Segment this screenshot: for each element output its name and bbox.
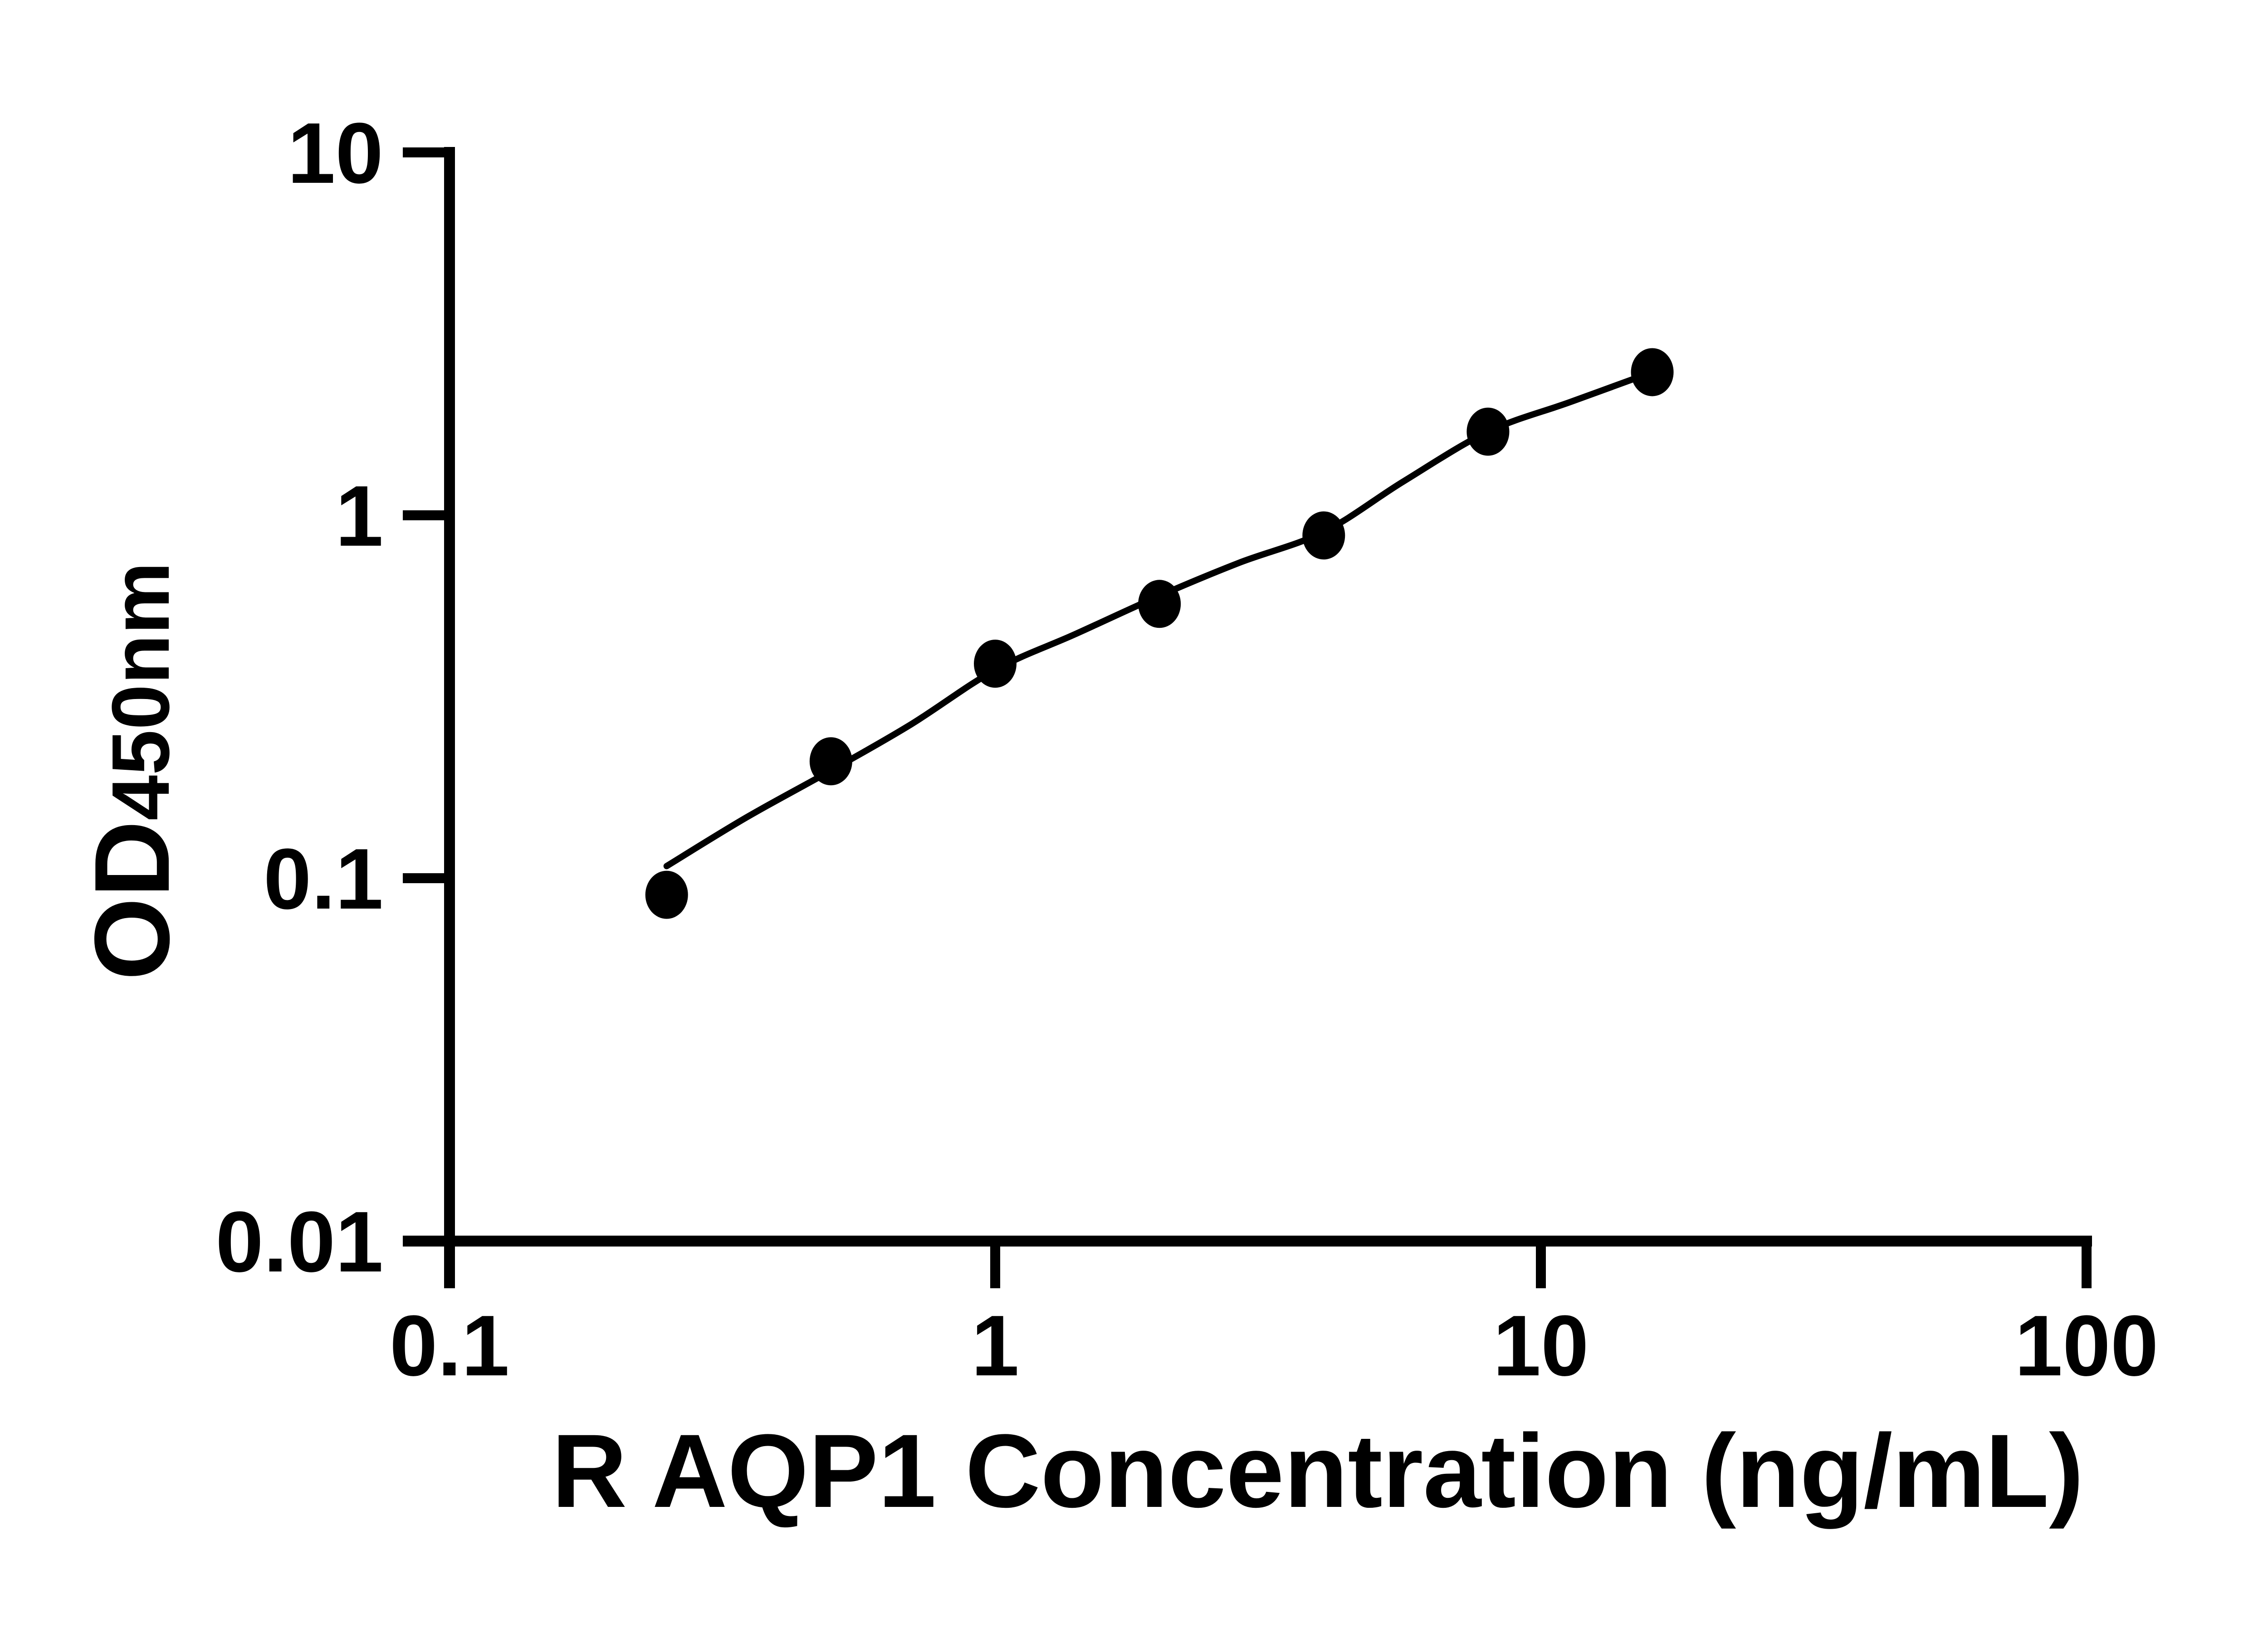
data-point	[1631, 348, 1674, 396]
data-point	[645, 870, 688, 919]
y-tick-label: 10	[288, 105, 383, 201]
x-axis-ticks: 0.1 1 10 100	[390, 1241, 2159, 1394]
data-point	[974, 640, 1017, 688]
x-tick-label: 100	[2014, 1298, 2158, 1394]
y-tick-label: 0.1	[264, 831, 383, 927]
y-tick-label: 1	[335, 468, 383, 564]
x-axis-title: R AQP1 Concentration (ng/mL)	[552, 1413, 2084, 1529]
y-axis-title: OD450nm	[72, 562, 191, 981]
axes	[403, 147, 2092, 1288]
y-axis-title-base: OD	[72, 821, 191, 981]
x-tick-label: 1	[971, 1298, 1019, 1394]
data-point	[1138, 580, 1181, 628]
data-point	[1302, 511, 1345, 560]
data-points	[645, 348, 1674, 919]
x-tick-label: 10	[1493, 1298, 1589, 1394]
y-axis-title-sub: 450nm	[95, 562, 186, 821]
data-point	[1466, 407, 1510, 456]
y-tick-label: 0.01	[215, 1194, 383, 1290]
x-tick-label: 0.1	[390, 1298, 509, 1394]
y-axis-ticks: 10 1 0.1 0.01	[215, 105, 455, 1290]
data-point	[809, 737, 852, 786]
